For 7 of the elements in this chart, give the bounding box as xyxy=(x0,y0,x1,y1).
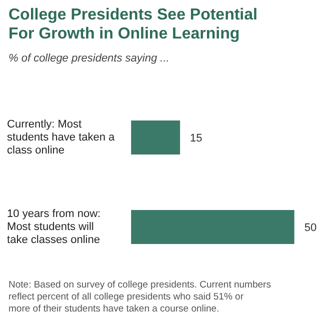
data-label: 50 xyxy=(304,222,317,234)
y-tick-label: 10 years from now: Most students will take classes online xyxy=(7,208,101,246)
data-label: 15 xyxy=(190,132,202,144)
text: Note: Based on survey of college presidents. Current numbers reflect percent of all college presidents who said 51% or more of their students have taken a course online. xyxy=(8,280,272,314)
chart-title: College Presidents See Potential For Growth in Online Learning xyxy=(8,6,258,42)
chart-subtitle: % of college presidents saying ... xyxy=(8,52,170,64)
y-tick-label: Currently: Most students have taken a class online xyxy=(7,118,116,156)
